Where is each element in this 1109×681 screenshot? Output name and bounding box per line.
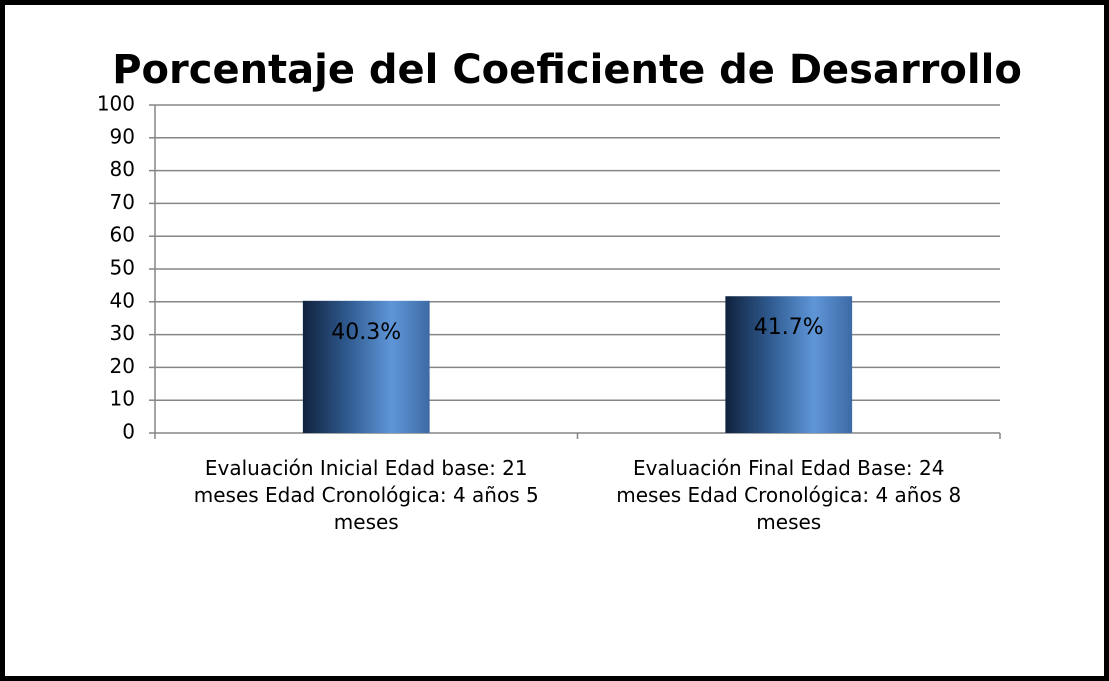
y-tick-label: 70 xyxy=(110,190,135,214)
x-tick-label: Evaluación Inicial Edad base: 21 meses E… xyxy=(193,456,539,534)
chart-title: Porcentaje del Coeficiente de Desarrollo xyxy=(112,47,1022,93)
bar xyxy=(725,296,853,433)
y-tick-label: 90 xyxy=(110,124,135,148)
y-tick-label: 40 xyxy=(110,288,135,312)
y-tick-label: 30 xyxy=(110,321,135,345)
data-label: 40.3% xyxy=(331,320,401,345)
y-tick-label: 60 xyxy=(110,223,135,247)
y-tick-label: 0 xyxy=(122,420,135,444)
y-tick-label: 80 xyxy=(110,157,135,181)
y-tick-label: 50 xyxy=(110,256,135,280)
bar xyxy=(302,300,430,433)
x-tick-label: Evaluación Final Edad Base: 24 meses Eda… xyxy=(616,456,962,534)
data-label: 41.7% xyxy=(754,315,824,340)
y-tick-label: 100 xyxy=(97,92,135,116)
y-tick-label: 10 xyxy=(110,387,135,411)
y-tick-label: 20 xyxy=(110,354,135,378)
chart: Porcentaje del Coeficiente de Desarrollo… xyxy=(97,47,1022,444)
